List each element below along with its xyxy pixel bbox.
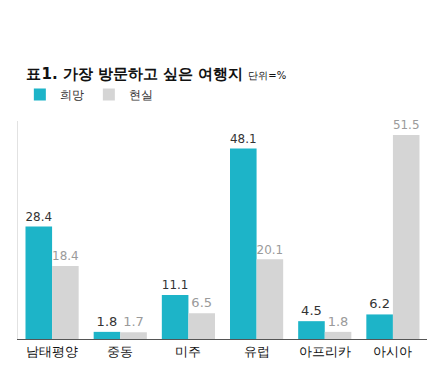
svg-text:중동: 중동 <box>107 344 133 359</box>
svg-text:표1. 가장 방문하고 싶은 여행지 단위=%: 표1. 가장 방문하고 싶은 여행지 단위=% <box>26 65 286 83</box>
svg-text:1.8: 1.8 <box>97 314 118 329</box>
svg-text:현실: 현실 <box>129 88 153 102</box>
svg-text:6.2: 6.2 <box>369 296 390 311</box>
svg-text:아시아: 아시아 <box>373 344 412 359</box>
svg-text:48.1: 48.1 <box>230 132 257 146</box>
svg-text:4.5: 4.5 <box>301 303 322 318</box>
svg-text:6.5: 6.5 <box>191 295 212 310</box>
svg-text:미주: 미주 <box>175 344 201 359</box>
svg-text:51.5: 51.5 <box>393 118 420 132</box>
svg-text:20.1: 20.1 <box>257 243 284 257</box>
svg-text:18.4: 18.4 <box>52 249 79 263</box>
svg-text:1.7: 1.7 <box>123 314 144 329</box>
svg-text:11.1: 11.1 <box>162 278 189 292</box>
svg-text:1.8: 1.8 <box>328 314 349 329</box>
svg-text:28.4: 28.4 <box>26 210 53 224</box>
svg-text:아프리카: 아프리카 <box>299 344 351 359</box>
svg-text:남태평양: 남태평양 <box>26 344 78 359</box>
svg-text:희망: 희망 <box>60 88 84 102</box>
svg-text:유럽: 유럽 <box>244 344 270 359</box>
